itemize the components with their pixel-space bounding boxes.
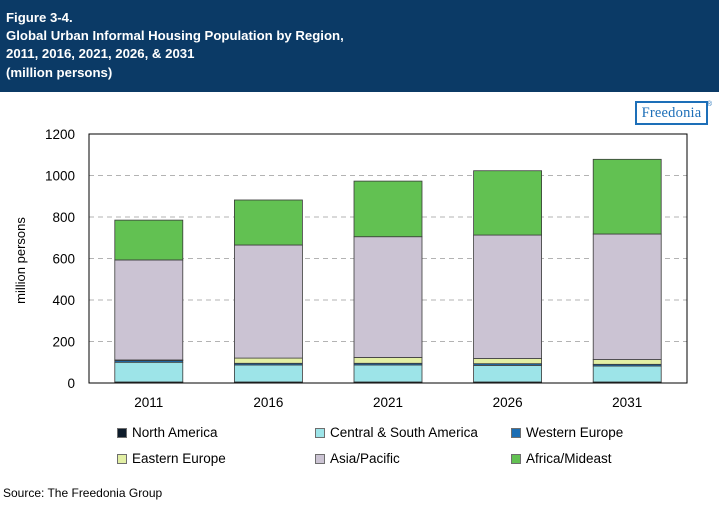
bar-segment	[233, 357, 303, 364]
bar-segment	[353, 357, 423, 364]
y-tick-label: 0	[67, 376, 75, 391]
x-tick-label: 2011	[134, 395, 163, 410]
legend-swatch	[511, 453, 521, 464]
bar-segment	[233, 199, 303, 246]
legend-item: Central & South America	[315, 425, 478, 440]
y-tick-label: 800	[52, 210, 75, 225]
bar-segment	[353, 364, 423, 383]
legend-label: North America	[132, 425, 218, 440]
plot-area-border	[88, 133, 688, 384]
y-tick-label: 600	[52, 252, 75, 267]
bar-segment	[114, 361, 184, 383]
bar-segment	[114, 219, 184, 261]
bar-segment	[473, 364, 543, 383]
bar-segment	[114, 259, 184, 361]
bar-segment	[473, 358, 543, 365]
legend-swatch	[315, 453, 325, 464]
figure-title-years: 2011, 2016, 2021, 2026, & 2031	[6, 46, 195, 62]
bar-segment	[353, 236, 423, 358]
legend-item: Western Europe	[511, 425, 623, 440]
legend-label: Africa/Mideast	[526, 451, 612, 466]
legend-label: Western Europe	[526, 425, 624, 440]
bar-segment	[592, 365, 662, 383]
bar-segment	[592, 158, 662, 235]
legend-label: Eastern Europe	[132, 451, 226, 466]
y-tick-label: 400	[52, 293, 75, 308]
bar-segment	[592, 359, 662, 365]
source-note: Source: The Freedonia Group	[3, 486, 163, 500]
legend-swatch	[117, 427, 127, 438]
figure-number: Figure 3-4.	[6, 10, 73, 25]
stacked-bar-chart: 0 200 400 600 800 1000 1200 2011 2016 2021 2026 203…	[13, 127, 688, 410]
legend-item: Africa/Mideast	[511, 451, 612, 466]
legend-swatch	[117, 453, 127, 464]
figure-units: (million persons)	[6, 64, 113, 80]
bar-segment	[233, 244, 303, 359]
x-tick-label: 2031	[612, 395, 642, 410]
legend-item: Eastern Europe	[117, 451, 226, 466]
figure-header: Figure 3-4. Global Urban Informal Housin…	[0, 0, 719, 92]
x-tick-label: 2026	[493, 395, 523, 410]
bar-segment	[353, 180, 423, 238]
legend-swatch	[315, 427, 325, 438]
bar-segment	[473, 234, 543, 359]
bar-segment	[473, 170, 543, 236]
legend-label: Asia/Pacific	[330, 451, 400, 466]
y-tick-label: 1000	[45, 169, 75, 184]
legend-label: Central & South America	[330, 425, 478, 440]
x-tick-label: 2021	[373, 395, 403, 410]
registered-mark-icon: ®	[706, 101, 712, 108]
y-axis-title: million persons	[13, 217, 28, 304]
x-tick-label: 2016	[253, 395, 283, 410]
y-tick-label: 1200	[45, 127, 75, 142]
legend-swatch	[511, 427, 521, 438]
legend-item: Asia/Pacific	[315, 451, 400, 466]
freedonia-logo: Freedonia ®	[635, 101, 712, 125]
legend-item: North America	[117, 425, 218, 440]
logo-text: Freedonia	[641, 104, 702, 121]
bar-segment	[233, 364, 303, 383]
y-tick-label: 200	[52, 335, 75, 350]
bar-segment	[592, 233, 662, 360]
chart-legend: North America Central & South America West…	[0, 420, 719, 472]
figure-title: Global Urban Informal Housing Population…	[6, 28, 344, 44]
